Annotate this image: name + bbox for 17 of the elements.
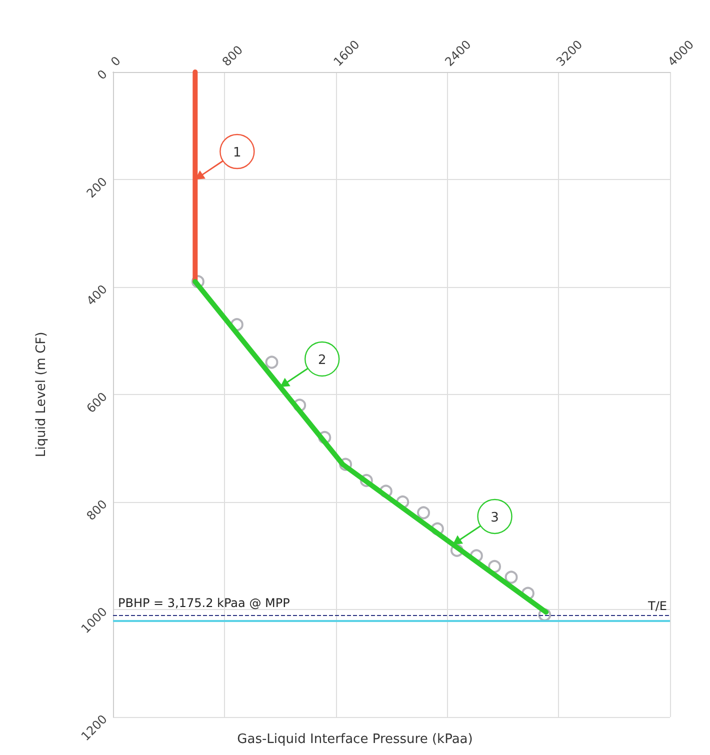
y-axis-title: Liquid Level (m CF) [34,332,49,458]
annotation: 1 [233,146,242,160]
y-tick-label: 400 [84,282,110,308]
y-tick-label: 600 [84,390,110,416]
ref-line-label: T/E [647,598,667,613]
numbered-callout: 3 [452,498,512,544]
annotation: 3 [490,510,499,526]
y-tick-label: 0 [94,67,110,82]
x-tick-label: 800 [219,42,246,69]
annotation: 2 [318,352,326,368]
y-tick-label: 800 [84,497,110,524]
y-tick-label: 200 [84,174,110,201]
numbered-callout: 2 [280,341,340,387]
numbered-callout: 1 [195,134,255,180]
x-axis-title: Gas-Liquid Interface Pressure (kPaa) [237,732,473,747]
annotation: PBHP = 3,175.2 kPaa @ MPP [118,596,290,610]
x-tick-label: 0 [108,54,124,69]
